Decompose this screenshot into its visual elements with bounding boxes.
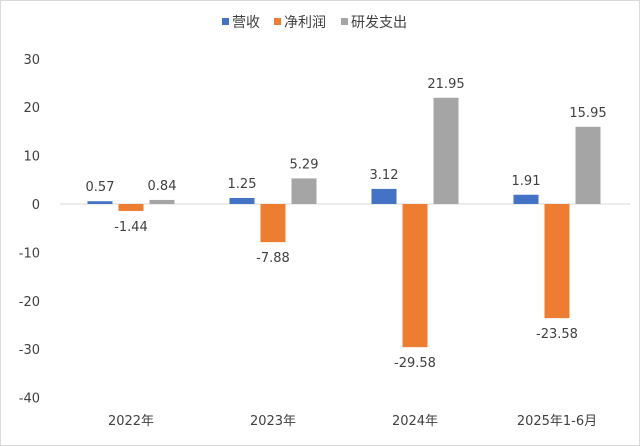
bar-研发支出 [149, 199, 175, 204]
bar-营收 [371, 188, 397, 204]
y-tick-label: 30 [23, 53, 40, 68]
data-label: 1.25 [228, 177, 257, 192]
data-label: -23.58 [536, 327, 578, 342]
y-tick-label: -20 [19, 295, 40, 310]
legend-swatch [341, 18, 348, 25]
legend-label: 营收 [232, 15, 260, 31]
bar-研发支出 [575, 126, 601, 204]
bar-研发支出 [433, 97, 459, 204]
x-tick-label: 2024年 [392, 414, 438, 429]
y-tick-label: 10 [23, 150, 40, 165]
data-label: -7.88 [256, 251, 290, 266]
x-tick-label: 2025年1-6月 [517, 414, 597, 429]
bar-营收 [87, 201, 113, 204]
y-tick-label: -10 [19, 246, 40, 261]
legend-label: 净利润 [284, 15, 326, 31]
data-label: 1.91 [512, 174, 541, 189]
bar-净利润 [402, 204, 428, 348]
legend-label: 研发支出 [351, 15, 407, 31]
data-label: 15.95 [569, 106, 606, 121]
bar-营收 [229, 197, 255, 204]
data-label: -1.44 [114, 220, 148, 235]
bar-净利润 [118, 204, 144, 211]
y-tick-label: -30 [19, 343, 40, 358]
bar-净利润 [260, 204, 286, 243]
data-label: 5.29 [290, 157, 319, 172]
data-label: 0.57 [86, 180, 115, 195]
data-label: 0.84 [148, 179, 177, 194]
x-tick-label: 2023年 [250, 414, 296, 429]
y-tick-label: -40 [19, 392, 40, 407]
data-label: 3.12 [370, 168, 399, 183]
data-label: -29.58 [394, 356, 436, 371]
legend-swatch [222, 18, 229, 25]
bar-净利润 [544, 204, 570, 319]
y-tick-label: 20 [23, 101, 40, 116]
y-tick-label: 0 [32, 198, 40, 213]
legend-swatch [274, 18, 281, 25]
bar-研发支出 [291, 178, 317, 204]
bar-营收 [513, 194, 539, 204]
data-label: 21.95 [427, 77, 464, 92]
x-tick-label: 2022年 [108, 414, 154, 429]
